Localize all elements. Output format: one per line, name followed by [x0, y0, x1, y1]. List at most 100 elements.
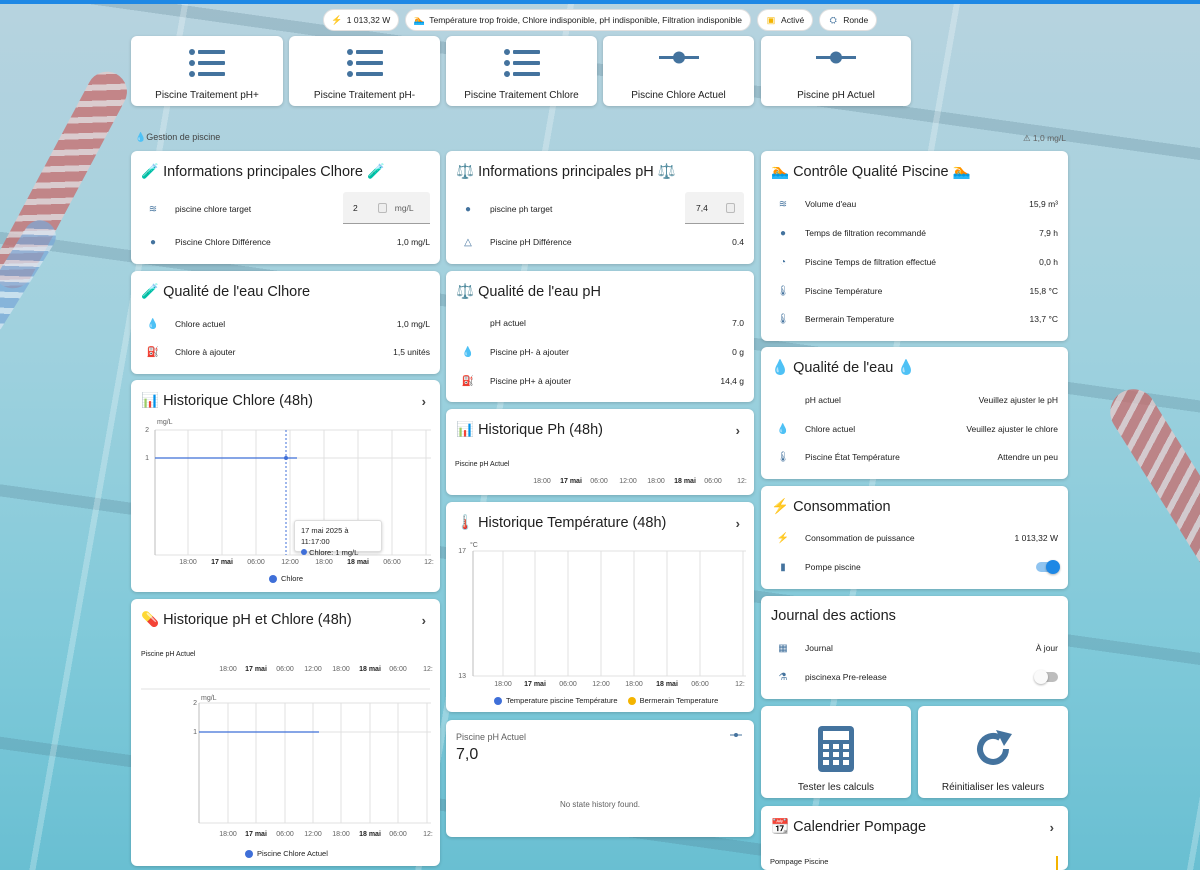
card-title: ⚡ Consommation [771, 498, 891, 516]
x-tick-label: 12: [423, 831, 433, 838]
pump-toggle[interactable] [1036, 560, 1060, 574]
grid-lines [198, 702, 431, 824]
prerelease-toggle[interactable] [1034, 670, 1058, 684]
x-tick-label: 06:00 [590, 478, 608, 485]
water-plus-icon: ⛽ [146, 346, 160, 358]
y-unit-label: °C [470, 542, 478, 549]
controle-card: 🏊 Contrôle Qualité Piscine 🏊 ≋ Volume d'eau… [761, 151, 1068, 341]
test-tube-icon: 🧪 [141, 164, 160, 180]
prerelease-row: ⚗ piscinexa Pre-release [771, 667, 1058, 687]
y-tick-label: 2 [193, 700, 197, 707]
chevron-right-icon[interactable]: › [735, 516, 740, 531]
x-tick-label: 06:00 [276, 666, 294, 673]
thermometer-icon: 🌡 [776, 313, 790, 325]
script-button-ph-minus[interactable]: Piscine Traitement pH- [289, 36, 440, 106]
chevron-right-icon[interactable]: › [1049, 820, 1054, 835]
badge-robot[interactable]: ⛭ Ronde [819, 9, 878, 31]
reinitialiser-button[interactable]: Réinitialiser les valeurs [918, 706, 1068, 798]
series-label: Piscine pH Actuel [455, 461, 510, 468]
flask-off-icon: ⚗ [778, 671, 788, 683]
status-badges: ⚡ 1 013,32 W 🏊 Température trop froide, Ch… [0, 9, 1200, 31]
badge-calendar[interactable]: ▣ Activé [757, 9, 814, 31]
chevron-right-icon[interactable]: › [735, 423, 740, 438]
series-dot [245, 849, 253, 858]
x-tick-label: 17 mai [560, 478, 582, 485]
journal-card: Journal des actions ▦ Journal À jour ⚗ pisc… [761, 596, 1068, 699]
bermerain-temperature-row: 🌡 Bermerain Temperature 13,7 °C [771, 309, 1058, 329]
x-tick-label: 18:00 [494, 681, 512, 688]
button-label: Piscine Traitement pH- [313, 90, 416, 101]
script-button-ph-plus[interactable]: Piscine Traitement pH+ [131, 36, 283, 106]
section-title: 💧Gestion de piscine [135, 132, 221, 142]
pump-icon: ▮ [780, 561, 786, 573]
eau-chlore-row: 💧 Chlore actuel Veuillez ajuster le chlore [771, 419, 1058, 439]
row-label: piscine ph target [490, 204, 553, 214]
ph-timeline: 18:00 17 mai 06:00 12:00 18:00 18 mai 06… [533, 478, 747, 485]
qualite-ph-card: ⚖️ Qualité de l'eau pH pH actuel 7.0 💧 Pisc… [446, 271, 754, 402]
x-tick-label: 17 mai [245, 831, 267, 838]
badge-alerts[interactable]: 🏊 Température trop froide, Chlore indispo… [405, 9, 752, 31]
power-row: ⚡ Consommation de puissance 1 013,32 W [771, 528, 1058, 548]
lane-rope-left [0, 64, 134, 296]
card-title: 📊 Historique Chlore (48h) [141, 392, 313, 410]
series-dot [627, 696, 636, 705]
filtration-done-row: ◔ Piscine Temps de filtration effectué 0,0… [771, 252, 1058, 272]
x-tick-label: 06:00 [559, 681, 577, 688]
thermometer-icon: 🌡 [776, 285, 790, 297]
slider-button-ph-actuel[interactable]: Piscine pH Actuel [761, 36, 911, 106]
card-title: 🧪 Qualité de l'eau Clhore [141, 283, 311, 301]
y-tick-label: 1 [193, 729, 197, 736]
x-tick-label: 06:00 [383, 559, 401, 566]
eau-temperature-row: 🌡 Piscine État Température Attendre un peu [771, 447, 1058, 467]
x-tick-label: 18:00 [332, 666, 350, 673]
ph-actuel-card[interactable]: Piscine pH Actuel 7,0 No state history f… [446, 720, 754, 837]
tooltip-time: 17 mai 2025 à 11:17:00 [301, 526, 349, 546]
thermometer-icon: 🌡️ [456, 515, 475, 531]
sensor-value: 7,0 [456, 746, 479, 763]
ph-target-input[interactable]: 7,4 [685, 192, 744, 224]
x-tick-labels-bottom: 18:00 17 mai 06:00 12:00 18:00 18 mai 06… [219, 831, 433, 838]
chlore-target-input[interactable]: 2 mg/L [343, 192, 430, 224]
badge-text: Activé [781, 15, 805, 25]
slider-icon [730, 732, 742, 738]
grid-lines [154, 429, 431, 556]
chart-legend[interactable]: Chlore [269, 574, 303, 583]
chlore-chart: mg/L 2 1 18:00 17 mai 06:00 12:00 18:00 … [145, 419, 434, 566]
pill-icon: 💊 [141, 612, 160, 628]
card-title: 💊 Historique pH et Chlore (48h) [141, 611, 352, 629]
spinner-icon[interactable] [725, 202, 735, 213]
spinner-icon[interactable] [377, 202, 387, 213]
swimmer-icon: 🏊 [413, 14, 425, 25]
droplet-icon: 💧 [135, 132, 147, 142]
x-tick-labels: 18:00 17 mai 06:00 12:00 18:00 18 mai 06… [179, 559, 434, 566]
slider-button-chlore-actuel[interactable]: Piscine Chlore Actuel [603, 36, 754, 106]
droplet-icon: 💧 [771, 360, 790, 376]
calendrier-card: 📆 Calendrier Pompage › Pompage Piscine [761, 806, 1068, 870]
tester-calculs-button[interactable]: Tester les calculs [761, 706, 911, 798]
input-value: 7,4 [696, 202, 708, 213]
x-tick-label: 17 mai [211, 559, 233, 566]
x-tick-label: 12:00 [304, 831, 322, 838]
x-tick-labels-top: 18:00 17 mai 06:00 12:00 18:00 18 mai 06… [219, 666, 433, 673]
chevron-right-icon[interactable]: › [421, 613, 426, 628]
input-value: 2 [353, 202, 358, 213]
card-title: 🏊 Contrôle Qualité Piscine 🏊 [771, 163, 971, 181]
ph-info-card: ⚖️ Informations principales pH ⚖️ ● piscin… [446, 151, 754, 264]
chevron-right-icon[interactable]: › [421, 394, 426, 409]
row-label: piscine chlore target [175, 204, 252, 214]
lightning-icon: ⚡ [331, 14, 343, 25]
list-icon [503, 49, 540, 77]
input-unit: mg/L [394, 202, 414, 213]
lane-rope-left-blue [0, 214, 62, 418]
temperature-chart: °C 17 13 18:00 17 mai 06:00 12:00 18:00 … [458, 542, 746, 688]
bar-chart-icon: 📊 [141, 393, 160, 409]
pool-icon: ≋ [778, 198, 788, 210]
chart-legend[interactable]: Piscine Chlore Actuel [245, 849, 328, 858]
y-tick-label: 13 [458, 673, 466, 680]
swimmer-icon: 🏊 [771, 164, 790, 180]
script-button-chlore[interactable]: Piscine Traitement Chlore [446, 36, 597, 106]
chart-legend[interactable]: Temperature piscine Température Bermerai… [494, 696, 718, 705]
badge-power[interactable]: ⚡ 1 013,32 W [322, 9, 400, 31]
badge-text: Température trop froide, Chlore indispon… [429, 15, 743, 25]
y-tick-label: 17 [458, 548, 466, 555]
